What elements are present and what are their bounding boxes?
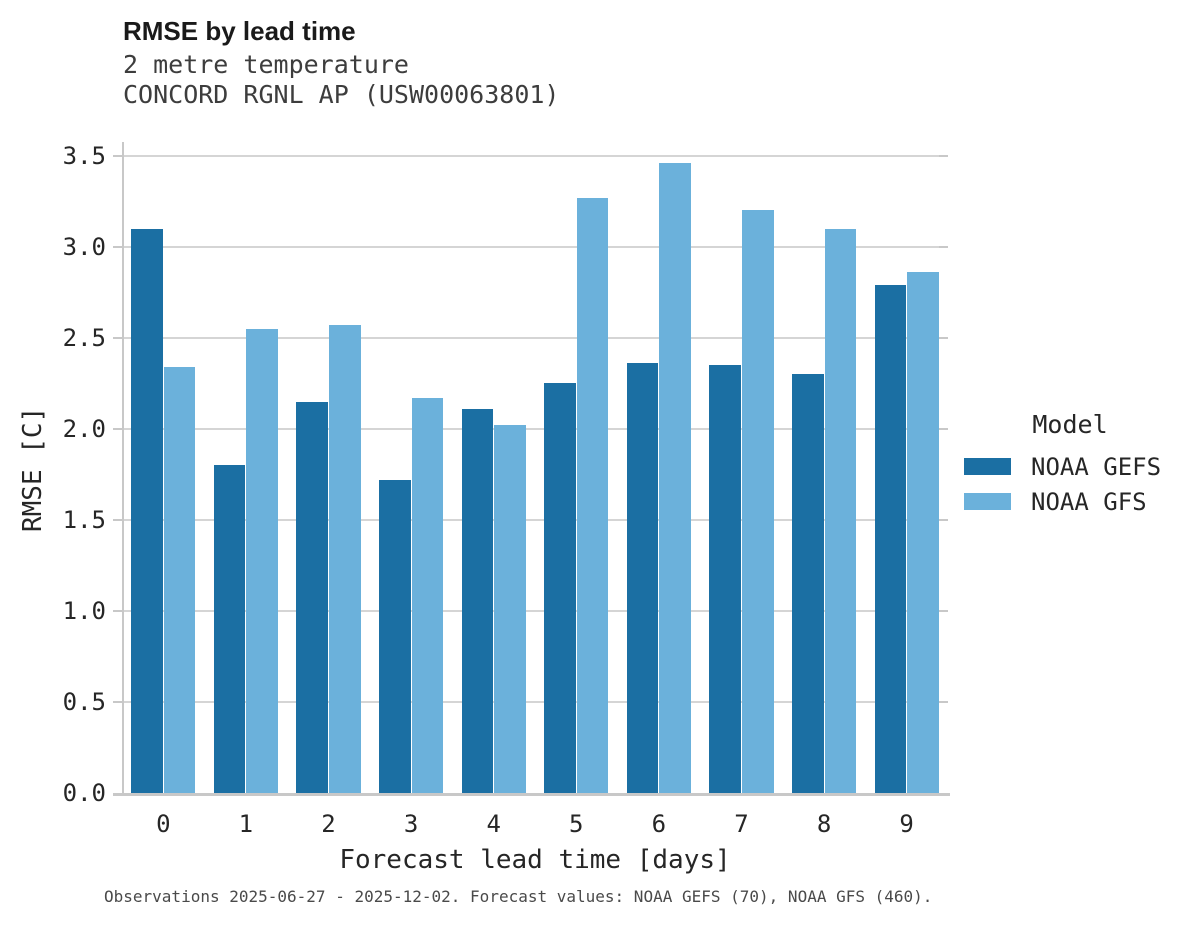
right-tick-y-2.0: [939, 427, 948, 430]
right-tick-y-1.5: [939, 518, 948, 521]
bar-group-day-3: [370, 142, 453, 793]
gridline-y-1.5: [122, 518, 948, 521]
x-tick-label-3: 3: [403, 810, 419, 838]
y-tick-label-1.5: 1.5: [62, 505, 106, 534]
y-tick-label-0.5: 0.5: [62, 687, 106, 716]
gridline-y-3.5: [122, 154, 948, 157]
bar-noaa-gfs-day-9: [907, 272, 939, 793]
y-tick-label-2.0: 2.0: [62, 414, 106, 443]
bar-group-day-8: [783, 142, 866, 793]
left-tick-y-1.0: [113, 609, 122, 612]
bar-noaa-gefs-day-1: [213, 465, 246, 793]
x-tick-label-1: 1: [238, 810, 254, 838]
bars-container: [122, 142, 948, 793]
y-tick-label-1.0: 1.0: [62, 596, 106, 625]
x-tick-label-4: 4: [486, 810, 501, 838]
bar-noaa-gfs-day-7: [741, 210, 774, 793]
left-axis-spine: [122, 142, 124, 793]
right-tick-y-3.0: [939, 245, 948, 248]
gridline-y-3.0: [122, 245, 948, 248]
x-axis-title: Forecast lead time [days]: [339, 845, 731, 875]
bar-noaa-gefs-day-9: [874, 284, 907, 793]
subtitle-variable: 2 metre temperature: [123, 50, 409, 79]
x-tick-label-7: 7: [734, 810, 749, 838]
bar-group-day-4: [452, 142, 535, 793]
bar-noaa-gfs-day-8: [824, 228, 857, 793]
bar-noaa-gefs-day-0: [131, 228, 163, 793]
x-tick-label-8: 8: [816, 810, 832, 838]
left-tick-y-3.0: [113, 245, 122, 248]
right-tick-y-2.5: [939, 336, 948, 339]
gridline-y-1.0: [122, 609, 948, 612]
plot-area: [113, 142, 950, 796]
bar-noaa-gefs-day-3: [379, 479, 411, 793]
legend-item-noaa-gfs: NOAA GFS: [964, 484, 1176, 519]
legend-swatch-icon: [964, 458, 1011, 475]
left-tick-y-1.5: [113, 518, 122, 521]
left-tick-y-2.0: [113, 427, 122, 430]
subtitle-station: CONCORD RGNL AP (USW00063801): [123, 80, 560, 109]
chart-subtitle: 2 metre temperature CONCORD RGNL AP (USW0…: [123, 50, 560, 110]
legend-label: NOAA GFS: [1031, 487, 1147, 516]
bar-group-day-6: [618, 142, 701, 793]
x-tick-labels: 0 1 2 3 4 5 6 7 8 9: [122, 810, 948, 838]
bar-noaa-gfs-day-4: [494, 425, 526, 793]
bar-group-day-9: [865, 142, 948, 793]
left-tick-y-2.5: [113, 336, 122, 339]
gridline-y-0.5: [122, 700, 948, 703]
bar-noaa-gefs-day-5: [544, 383, 576, 793]
gridline-y-2.0: [122, 427, 948, 430]
bar-noaa-gfs-day-6: [659, 162, 691, 793]
bar-noaa-gfs-day-0: [163, 366, 196, 793]
bar-noaa-gfs-day-2: [328, 325, 361, 793]
left-tick-y-3.5: [113, 154, 122, 157]
x-tick-label-2: 2: [321, 810, 336, 838]
y-tick-label-3.0: 3.0: [62, 232, 106, 261]
bar-group-day-7: [700, 142, 783, 793]
y-tick-labels: 0.0 0.5 1.0 1.5 2.0 2.5 3.0 3.5: [0, 141, 106, 805]
legend-item-noaa-gefs: NOAA GEFS: [964, 449, 1176, 484]
bar-noaa-gfs-day-3: [411, 397, 444, 793]
bar-group-day-0: [122, 142, 205, 793]
legend-swatch-icon: [964, 493, 1011, 510]
legend-title: Model: [1032, 410, 1108, 439]
bar-noaa-gefs-day-6: [626, 363, 659, 793]
bar-noaa-gefs-day-2: [296, 401, 328, 793]
gridline-y-2.5: [122, 336, 948, 339]
bar-noaa-gefs-day-7: [709, 365, 741, 793]
y-tick-label-2.5: 2.5: [62, 323, 106, 352]
legend: Model NOAA GEFS NOAA GFS: [964, 410, 1176, 519]
bar-noaa-gefs-day-8: [792, 374, 824, 793]
right-tick-y-0.5: [939, 700, 948, 703]
bar-group-day-1: [205, 142, 288, 793]
chart-title: RMSE by lead time: [123, 16, 356, 46]
x-tick-label-9: 9: [899, 810, 914, 838]
right-tick-y-1.0: [939, 609, 948, 612]
legend-items: NOAA GEFS NOAA GFS: [964, 449, 1176, 519]
bar-group-day-5: [535, 142, 618, 793]
right-tick-y-3.5: [939, 154, 948, 157]
y-tick-label-0.0: 0.0: [62, 779, 106, 807]
x-tick-label-0: 0: [156, 810, 171, 838]
bar-group-day-2: [287, 142, 370, 793]
left-tick-y-0.5: [113, 700, 122, 703]
x-tick-label-5: 5: [569, 810, 584, 838]
bar-noaa-gfs-day-5: [576, 197, 609, 793]
x-tick-label-6: 6: [651, 810, 667, 838]
legend-label: NOAA GEFS: [1031, 452, 1162, 481]
footer-note: Observations 2025-06-27 - 2025-12-02. Fo…: [104, 887, 933, 906]
bar-noaa-gefs-day-4: [461, 408, 494, 793]
bar-noaa-gfs-day-1: [246, 328, 278, 793]
y-tick-label-3.5: 3.5: [62, 141, 106, 170]
bottom-axis-spine: [113, 793, 950, 796]
